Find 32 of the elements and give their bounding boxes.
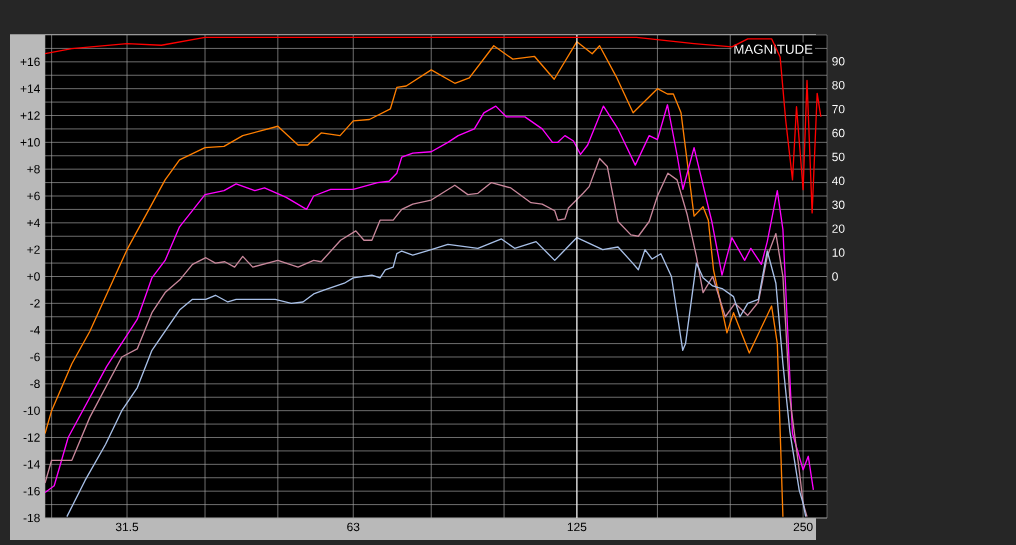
y-tick-label: -6 [30,352,40,362]
y-tick-label: -12 [23,433,40,442]
y-tick-label: +12 [20,111,40,120]
y2-tick-label: 20 [832,224,845,233]
y-tick-label: -14 [23,460,40,469]
y-tick-label: +6 [27,191,40,201]
y2-tick-label: 60 [832,128,845,138]
y2-tick-label: 50 [832,152,845,162]
y2-tick-label: 40 [831,176,845,186]
y-tick-label: -18 [23,513,40,523]
y-tick-label: -2 [30,299,40,308]
y-tick-label: -10 [23,406,40,415]
y-tick-label: +4 [27,218,40,227]
y2-tick-label: 90 [832,57,845,66]
y2-tick-label: 80 [832,80,845,90]
x-tick-label: 63 [347,522,360,532]
x-tick-label: 31.5 [115,522,139,532]
y-tick-label: +2 [27,245,40,254]
y2-tick-label: 30 [832,200,845,210]
y2-tick-label: 10 [832,248,845,257]
x-tick-label: 250 [793,522,813,532]
y-tick-label: -8 [30,379,40,389]
y-tick-label: +16 [20,57,40,67]
y-tick-label: -16 [23,486,40,496]
y2-tick-label: 70 [832,104,845,114]
y-tick-label: +10 [20,138,40,147]
y-tick-label: -4 [30,326,40,335]
y-tick-label: +8 [27,164,40,174]
y-tick-label: +14 [20,84,40,93]
x-tick-label: 125 [567,522,587,532]
y2-tick-label: 0 [832,272,838,281]
y-tick-label: +0 [27,272,40,281]
